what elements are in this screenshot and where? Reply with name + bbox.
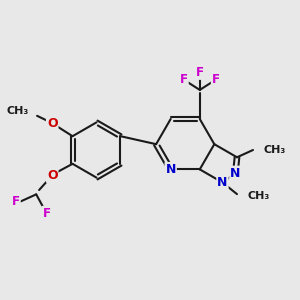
Text: CH₃: CH₃ — [7, 106, 29, 116]
Text: F: F — [12, 195, 20, 208]
Text: CH₃: CH₃ — [247, 190, 269, 201]
Text: F: F — [196, 66, 204, 79]
Text: O: O — [47, 117, 58, 130]
Text: N: N — [166, 163, 176, 176]
Text: F: F — [212, 73, 220, 86]
Text: O: O — [47, 169, 58, 182]
Text: F: F — [180, 73, 188, 86]
Text: N: N — [217, 176, 228, 189]
Text: N: N — [230, 167, 241, 180]
Text: F: F — [42, 207, 50, 220]
Text: CH₃: CH₃ — [263, 145, 285, 155]
